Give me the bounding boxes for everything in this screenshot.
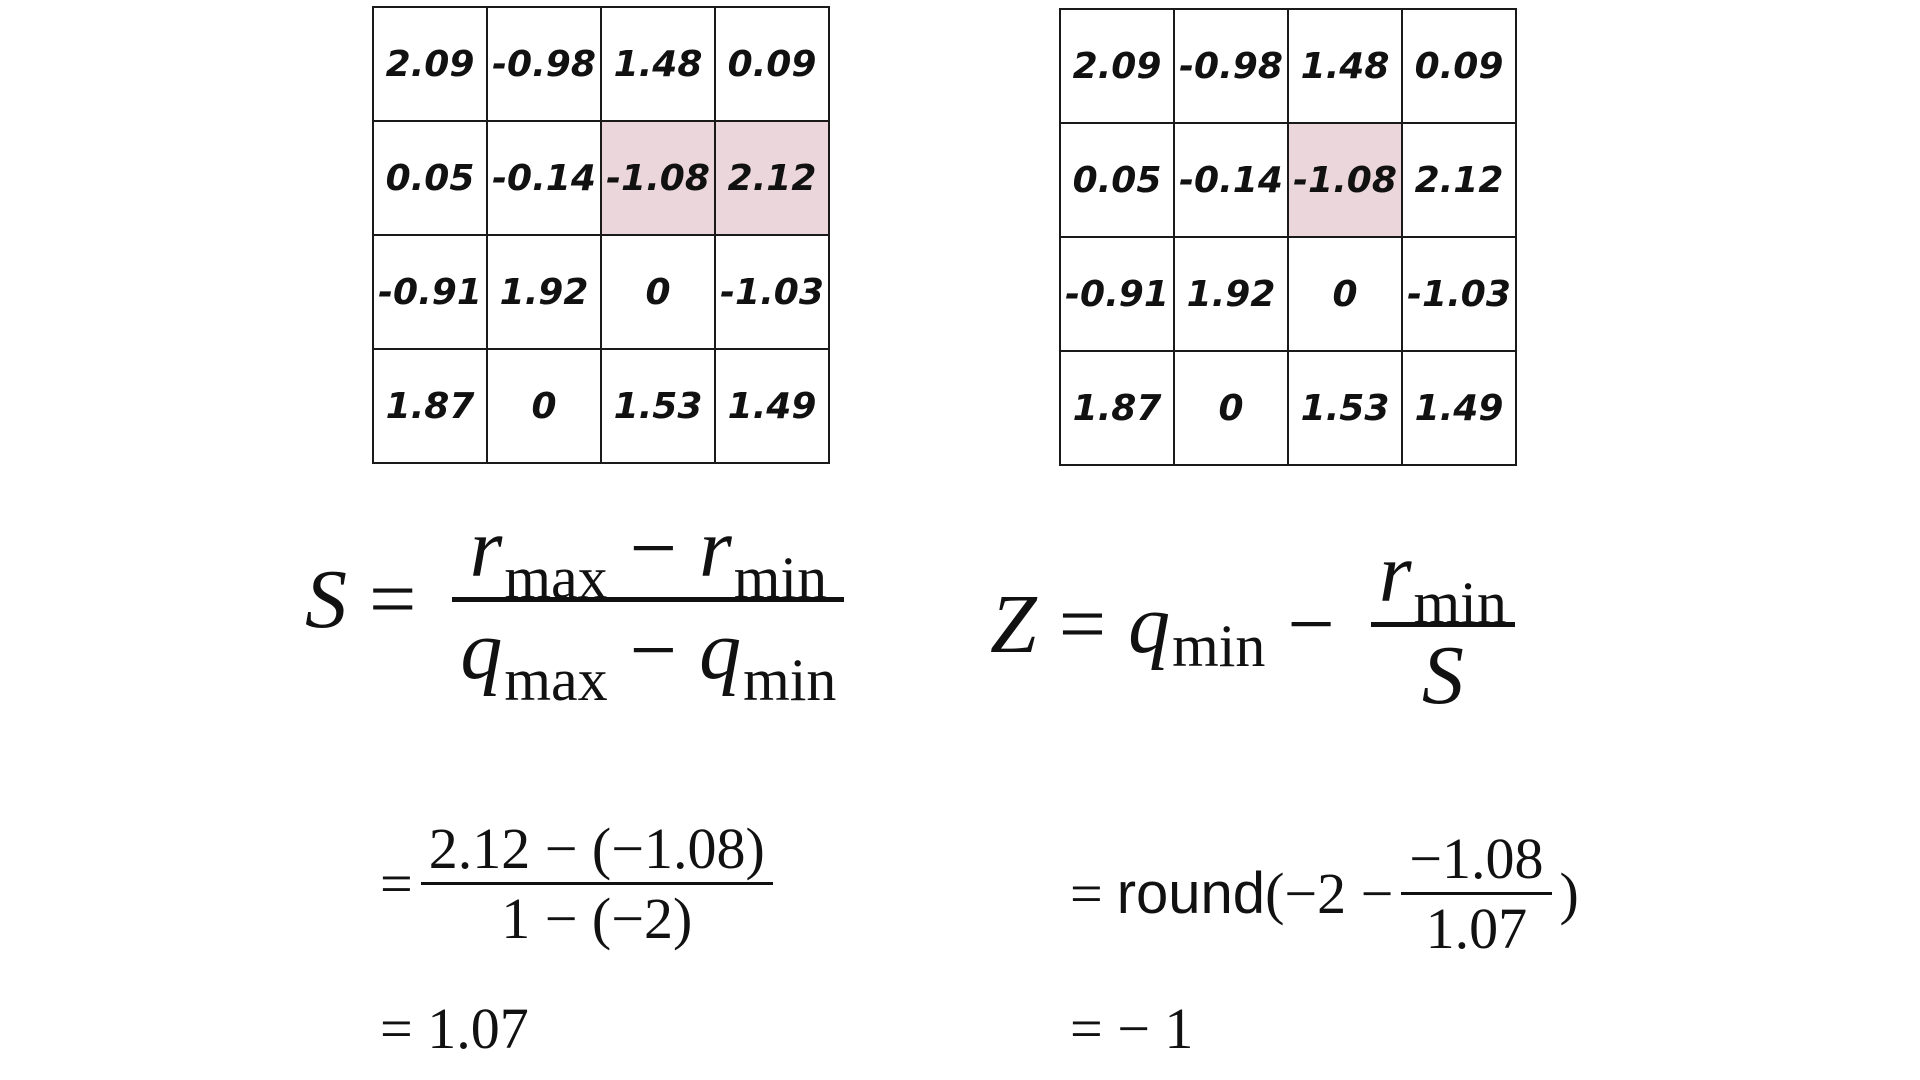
matrix-row: 1.87 0 1.53 1.49 xyxy=(1060,351,1516,465)
matrix-cell: 2.09 xyxy=(1060,9,1174,123)
formula-s-r-min-sub: min xyxy=(734,544,827,613)
matrix-cell: 1.48 xyxy=(1288,9,1402,123)
calc-z-open: (−2 − xyxy=(1265,860,1393,927)
formula-s-r-max-sub: max xyxy=(504,544,607,613)
matrix-row: 2.09 -0.98 1.48 0.09 xyxy=(1060,9,1516,123)
matrix-cell: 1.49 xyxy=(715,349,829,463)
matrix-cell: 1.92 xyxy=(487,235,601,349)
formula-s-lhs: S xyxy=(305,551,347,648)
formula-z-equals: = xyxy=(1059,576,1106,673)
calc-s: = 2.12 − (−1.08) 1 − (−2) xyxy=(380,815,781,952)
formula-s: S = r max − r min q max − q min xyxy=(305,500,858,699)
matrix-cell: 1.87 xyxy=(1060,351,1174,465)
formula-s-q-max: q xyxy=(460,602,502,699)
formula-z-minus: − xyxy=(1287,576,1334,673)
calc-s-fraction: 2.12 − (−1.08) 1 − (−2) xyxy=(421,815,773,952)
calc-z-numerator: −1.08 xyxy=(1401,825,1551,892)
calc-s-result: = 1.07 xyxy=(380,995,529,1062)
calc-s-denominator: 1 − (−2) xyxy=(493,885,700,952)
formula-s-q-min-sub: min xyxy=(743,646,836,715)
matrix-cell: 0.09 xyxy=(1402,9,1516,123)
formula-s-equals: = xyxy=(369,551,416,648)
formula-s-num-minus: − xyxy=(630,500,677,597)
formula-s-denominator: q max − q min xyxy=(452,602,844,699)
matrix-cell: -0.91 xyxy=(373,235,487,349)
calc-z: = round (−2 − −1.08 1.07 ) xyxy=(1070,825,1579,962)
calc-s-numerator: 2.12 − (−1.08) xyxy=(421,815,773,882)
matrix-cell: 0.05 xyxy=(1060,123,1174,237)
calc-z-fraction: −1.08 1.07 xyxy=(1401,825,1551,962)
matrix-cell: -0.98 xyxy=(487,7,601,121)
formula-z-denominator: S xyxy=(1414,627,1472,724)
calc-s-equals: = xyxy=(380,850,413,917)
matrix-cell: 2.12 xyxy=(715,121,829,235)
formula-z-q-min-sub: min xyxy=(1172,612,1265,681)
calc-z-close: ) xyxy=(1560,860,1579,927)
matrix-cell: 0 xyxy=(1288,237,1402,351)
matrix-cell: -1.03 xyxy=(715,235,829,349)
left-matrix: 2.09 -0.98 1.48 0.09 0.05 -0.14 -1.08 2.12 -0.91… xyxy=(372,6,830,464)
matrix-cell: -1.08 xyxy=(1288,123,1402,237)
calc-z-denominator: 1.07 xyxy=(1418,895,1536,962)
formula-s-r-max: r xyxy=(470,500,503,597)
formula-z-r-min-sub: min xyxy=(1414,569,1507,638)
matrix-cell: 0 xyxy=(487,349,601,463)
calc-z-equals: = xyxy=(1070,860,1103,927)
matrix-row: -0.91 1.92 0 -1.03 xyxy=(373,235,829,349)
matrix-row: 1.87 0 1.53 1.49 xyxy=(373,349,829,463)
formula-z-lhs: Z xyxy=(990,576,1037,673)
matrix-cell: 2.09 xyxy=(373,7,487,121)
matrix-cell: 1.53 xyxy=(1288,351,1402,465)
formula-s-den-minus: − xyxy=(630,602,677,699)
formula-z-numerator: r min xyxy=(1371,525,1515,622)
matrix-cell: 0 xyxy=(601,235,715,349)
matrix-cell: -1.08 xyxy=(601,121,715,235)
formula-s-numerator: r max − r min xyxy=(462,500,835,597)
matrix-cell: 0.05 xyxy=(373,121,487,235)
matrix-cell: -0.91 xyxy=(1060,237,1174,351)
matrix-cell: 0.09 xyxy=(715,7,829,121)
matrix-cell: -0.98 xyxy=(1174,9,1288,123)
formula-s-fraction: r max − r min q max − q min xyxy=(452,500,844,699)
formula-z-q-min: q xyxy=(1128,576,1170,673)
matrix-cell: 2.12 xyxy=(1402,123,1516,237)
matrix-cell: -1.03 xyxy=(1402,237,1516,351)
formula-s-q-max-sub: max xyxy=(504,646,607,715)
right-matrix: 2.09 -0.98 1.48 0.09 0.05 -0.14 -1.08 2.12 -0.91… xyxy=(1059,8,1517,466)
matrix-cell: 1.53 xyxy=(601,349,715,463)
calc-z-result: = − 1 xyxy=(1070,995,1193,1062)
matrix-row: 2.09 -0.98 1.48 0.09 xyxy=(373,7,829,121)
matrix-row: -0.91 1.92 0 -1.03 xyxy=(1060,237,1516,351)
matrix-cell: 1.92 xyxy=(1174,237,1288,351)
matrix-cell: 1.48 xyxy=(601,7,715,121)
formula-z-fraction: r min S xyxy=(1371,525,1515,724)
matrix-cell: 1.49 xyxy=(1402,351,1516,465)
formula-s-q-min: q xyxy=(699,602,741,699)
matrix-cell: 0 xyxy=(1174,351,1288,465)
formula-z: Z = q min − r min S xyxy=(990,525,1529,724)
matrix-cell: -0.14 xyxy=(1174,123,1288,237)
formula-s-r-min: r xyxy=(699,500,732,597)
calc-z-round-label: round xyxy=(1117,860,1265,927)
matrix-row: 0.05 -0.14 -1.08 2.12 xyxy=(373,121,829,235)
matrix-cell: 1.87 xyxy=(373,349,487,463)
matrix-cell: -0.14 xyxy=(487,121,601,235)
matrix-row: 0.05 -0.14 -1.08 2.12 xyxy=(1060,123,1516,237)
formula-z-r-min: r xyxy=(1379,525,1412,622)
